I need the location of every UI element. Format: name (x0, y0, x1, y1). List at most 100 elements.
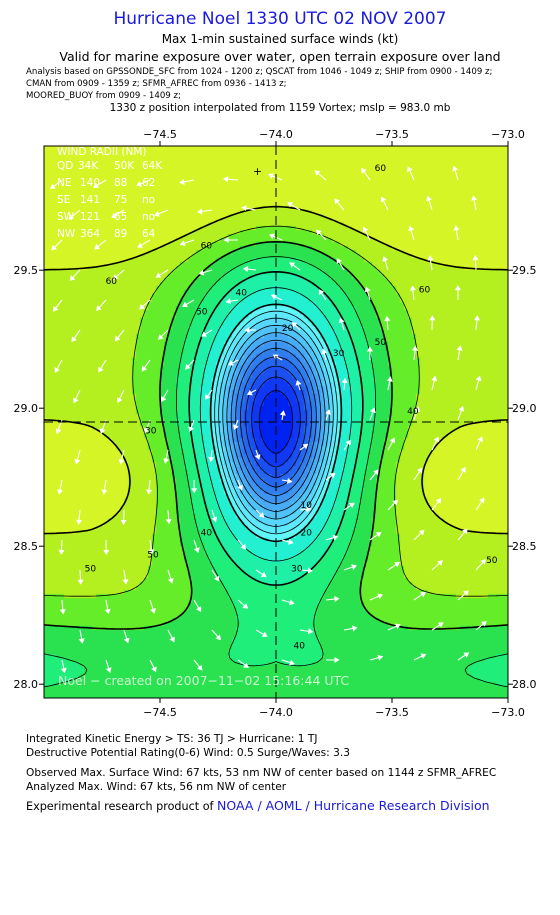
wind-arrow-head (334, 595, 340, 603)
contour-labels: 60 60 60 60 50 50 50 50 50 40 40 40 40 30 30 30 20 20 10 (85, 164, 498, 651)
wind-arrow-head (182, 301, 188, 307)
wind-arrow-head (408, 225, 415, 232)
contour-14 (245, 365, 307, 479)
contour-22 (226, 332, 326, 512)
x-tick-label-bottom: −74.5 (143, 706, 177, 719)
wind-arrow-head (473, 315, 481, 321)
contour-label: 60 (201, 241, 213, 251)
wind-arrow-head (332, 534, 339, 541)
chart-title: Hurricane Noel 1330 UTC 02 NOV 2007 (113, 9, 447, 29)
wind-arrow-head (114, 335, 121, 342)
wind-arrow-head (118, 458, 125, 465)
wind-arrow-head (377, 654, 384, 661)
wind-arrow-head (120, 519, 127, 526)
noaa-hrd-link[interactable]: NOAA / AOML / Hurricane Research Divisio… (217, 798, 490, 813)
wind-arrow-head (389, 437, 395, 444)
wind-arrow-head (154, 211, 160, 217)
wind-arrow-head (318, 289, 325, 296)
wind-arrow-head (338, 317, 345, 324)
wind-arrow-head (223, 237, 229, 244)
contour-label: 40 (201, 528, 213, 538)
contour-18 (235, 347, 317, 497)
wind-arrow-head (68, 213, 75, 220)
y-tick-label-left: 29.5 (14, 264, 39, 277)
wind-arrow-head (195, 606, 202, 613)
wind-arrow-head (269, 233, 275, 240)
chart-subtitle: Max 1-min sustained surface winds (kt) (161, 32, 399, 46)
wind-radii-cell: 364 (80, 228, 100, 240)
wind-arrow-head (242, 265, 249, 273)
wind-arrow-head (452, 165, 458, 172)
wind-arrow-head (211, 516, 218, 523)
wind-arrow-head (435, 498, 442, 504)
wind-arrow-head (185, 363, 191, 370)
contour-label: 50 (196, 308, 208, 318)
wind-arrow-head (151, 666, 157, 673)
wind-arrow-head (116, 397, 123, 404)
wind-arrow-head (55, 428, 62, 435)
wind-arrow-head (240, 543, 247, 550)
wind-arrow-head (472, 254, 479, 261)
wind-arrow-head (289, 262, 296, 268)
wind-arrow-head (395, 623, 401, 630)
wind-arrow-head (291, 321, 298, 328)
contour-label: 40 (235, 288, 247, 298)
wind-arrow-head (233, 424, 239, 430)
wind-arrow-head (71, 336, 77, 343)
wind-arrow-head (122, 579, 129, 585)
wind-arrow-head (52, 305, 59, 312)
wind-arrow-head (169, 636, 175, 643)
wind-arrow-head (456, 345, 463, 351)
contour-label: 60 (106, 277, 118, 287)
wind-arrow-head (462, 528, 468, 535)
wind-arrow-head (386, 376, 393, 382)
contour-label: 30 (333, 349, 345, 359)
wind-radii-column: 64K (142, 160, 163, 172)
wind-arrow-head (241, 205, 247, 212)
x-tick-label-bottom: −73.5 (375, 706, 409, 719)
wind-arrow-head (204, 393, 211, 400)
y-tick-label-right: 28.5 (512, 540, 537, 553)
wind-radii-cell: 88 (114, 177, 127, 189)
wind-arrow-head (420, 653, 427, 659)
exposure-note: Valid for marine exposure over water, op… (59, 49, 501, 64)
contour-label: 50 (147, 551, 159, 561)
contour-label: 20 (300, 528, 312, 538)
wind-arrow-head (243, 662, 249, 668)
wind-arrow-head (188, 426, 195, 432)
x-tick-label-top: −74.0 (259, 128, 293, 141)
wind-arrow-head (453, 225, 460, 231)
wind-arrow-head (270, 294, 277, 300)
wind-radii-cell: NW (57, 228, 76, 240)
wind-arrow-head (463, 652, 470, 658)
wind-arrow-head (244, 327, 250, 334)
analyzed-max-wind: Analyzed Max. Wind: 67 kts, 56 nm NW of … (26, 781, 287, 793)
wind-arrow-head (93, 182, 99, 188)
wind-contour-plot: 60 60 60 60 50 50 50 50 50 40 40 40 40 30 30 30 20 20 10 + W… (14, 128, 537, 719)
wind-arrow-head (409, 285, 416, 291)
wind-arrow-head (287, 202, 294, 208)
wind-arrow-head (112, 274, 119, 280)
x-tick-label-top: −73.5 (375, 128, 409, 141)
wind-radii-cell: SE (57, 194, 70, 206)
wind-arrow-head (361, 167, 367, 174)
wind-arrow-head (157, 334, 164, 340)
contour-label: 20 (282, 324, 294, 334)
wind-arrow-head (427, 255, 434, 261)
contour-label: 10 (300, 501, 312, 511)
wind-radii-cell: 64 (142, 228, 156, 240)
contour-label: 60 (419, 286, 431, 296)
wind-arrow-head (307, 628, 314, 635)
wind-arrow-head (242, 603, 249, 609)
wind-radii-cell: 140 (80, 177, 100, 189)
wind-arrow-head (137, 242, 143, 248)
wind-arrow-head (429, 315, 436, 321)
contour-60 (43, 205, 509, 535)
y-tick-label-right: 29.5 (512, 264, 537, 277)
wind-arrow-head (57, 489, 63, 495)
wind-arrow-head (75, 519, 83, 525)
wind-arrow-head (433, 436, 440, 443)
wind-arrow-head (392, 499, 398, 506)
wind-arrow-head (364, 286, 371, 293)
x-tick-label-bottom: −73.0 (491, 706, 525, 719)
